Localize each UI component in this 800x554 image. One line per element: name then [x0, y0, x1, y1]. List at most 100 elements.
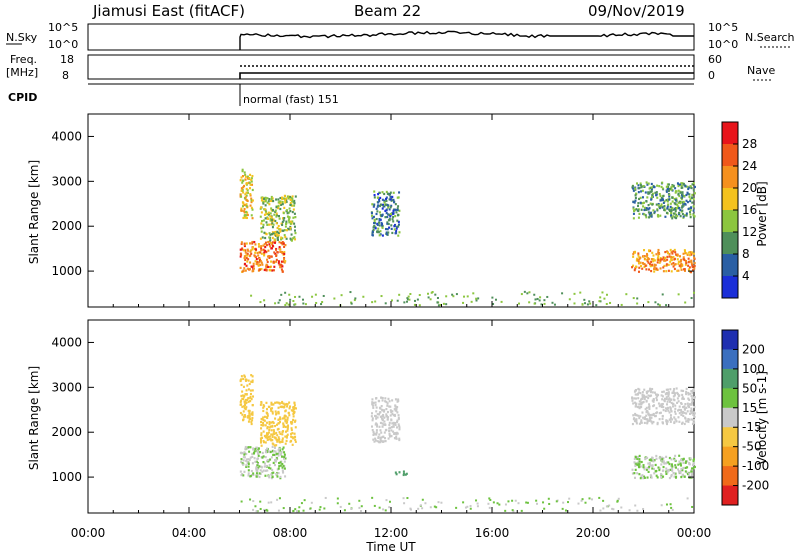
range-cell [243, 256, 246, 260]
range-cell [396, 219, 399, 222]
range-cell [248, 254, 251, 258]
colorbar-segment [722, 485, 738, 506]
range-cell [389, 409, 392, 412]
ground-cell [384, 302, 387, 305]
ground-cell [466, 505, 469, 508]
range-cell [688, 461, 691, 465]
range-cell [684, 214, 687, 217]
range-cell [289, 198, 292, 202]
range-cell [678, 460, 681, 463]
range-cell [674, 412, 677, 415]
range-cell [279, 464, 282, 467]
range-cell [648, 192, 651, 195]
range-cell [262, 455, 265, 458]
range-cell [377, 227, 380, 230]
range-cell [671, 405, 674, 408]
range-cell [271, 236, 274, 240]
range-cell [279, 461, 282, 464]
range-cell [633, 201, 636, 204]
range-cell [686, 410, 689, 413]
range-cell [693, 256, 696, 259]
range-cell [631, 266, 634, 269]
range-cell [265, 263, 268, 266]
range-cell [243, 244, 246, 248]
range-cell [647, 396, 650, 400]
range-cell [641, 401, 644, 404]
range-cell [241, 390, 244, 393]
range-cell [389, 215, 392, 218]
range-cell [394, 398, 397, 401]
range-cell [661, 469, 664, 472]
y-tick-label: 2000 [51, 219, 82, 233]
range-cell [251, 183, 254, 186]
range-cell [374, 227, 377, 230]
range-cell [677, 470, 680, 473]
range-cell [683, 194, 686, 198]
range-cell [683, 202, 686, 205]
range-cell [656, 395, 659, 398]
range-cell [638, 454, 641, 458]
range-cell [290, 420, 293, 424]
ground-cell [658, 304, 661, 307]
range-cell [279, 432, 282, 435]
range-cell [659, 267, 662, 270]
range-cell [247, 258, 250, 261]
range-cell [402, 473, 405, 477]
range-cell [662, 465, 665, 469]
ground-cell [690, 297, 693, 300]
range-cell [387, 397, 390, 400]
range-cell [692, 205, 695, 208]
range-cell [672, 184, 675, 187]
range-cell [251, 188, 254, 192]
range-cell [688, 211, 691, 214]
colorbar-tick-label: 15 [742, 401, 757, 415]
range-cell [638, 460, 641, 463]
range-cell [398, 424, 401, 427]
range-cell [632, 217, 635, 220]
range-cell [246, 416, 249, 419]
range-cell [645, 414, 648, 417]
range-cell [268, 428, 271, 432]
range-cell [685, 387, 688, 390]
range-cell [674, 404, 677, 407]
range-cell [267, 249, 270, 252]
range-cell [656, 411, 659, 414]
range-cell [272, 219, 275, 222]
range-cell [290, 233, 293, 236]
range-cell [397, 223, 400, 226]
range-cell [642, 416, 645, 419]
range-cell [294, 438, 297, 442]
nsearch-label: N.Search [745, 31, 795, 44]
ground-cell [580, 499, 583, 502]
range-cell [652, 404, 655, 408]
range-cell [669, 205, 672, 209]
range-cell [638, 463, 641, 466]
ground-cell [567, 501, 570, 504]
ground-cell [385, 499, 388, 502]
range-cell [242, 456, 245, 459]
range-cell [380, 431, 383, 434]
ground-cell [564, 509, 567, 512]
range-cell [245, 191, 248, 194]
ground-cell [536, 502, 539, 505]
range-cell [671, 252, 674, 255]
range-cell [392, 414, 395, 417]
range-cell [377, 204, 380, 207]
range-cell [646, 476, 649, 479]
range-cell [691, 399, 694, 403]
range-cell [651, 456, 654, 460]
range-cell [285, 220, 288, 223]
range-cell [270, 421, 273, 424]
range-cell [251, 404, 254, 407]
range-cell [240, 378, 243, 381]
range-cell [690, 394, 693, 398]
range-cell [686, 419, 689, 422]
ground-cell [348, 502, 351, 505]
range-cell [287, 228, 290, 231]
range-cell [691, 196, 694, 199]
range-cell [663, 205, 666, 208]
range-cell [282, 219, 285, 222]
range-cell [262, 424, 265, 427]
range-cell [270, 247, 273, 250]
range-cell [688, 472, 691, 475]
